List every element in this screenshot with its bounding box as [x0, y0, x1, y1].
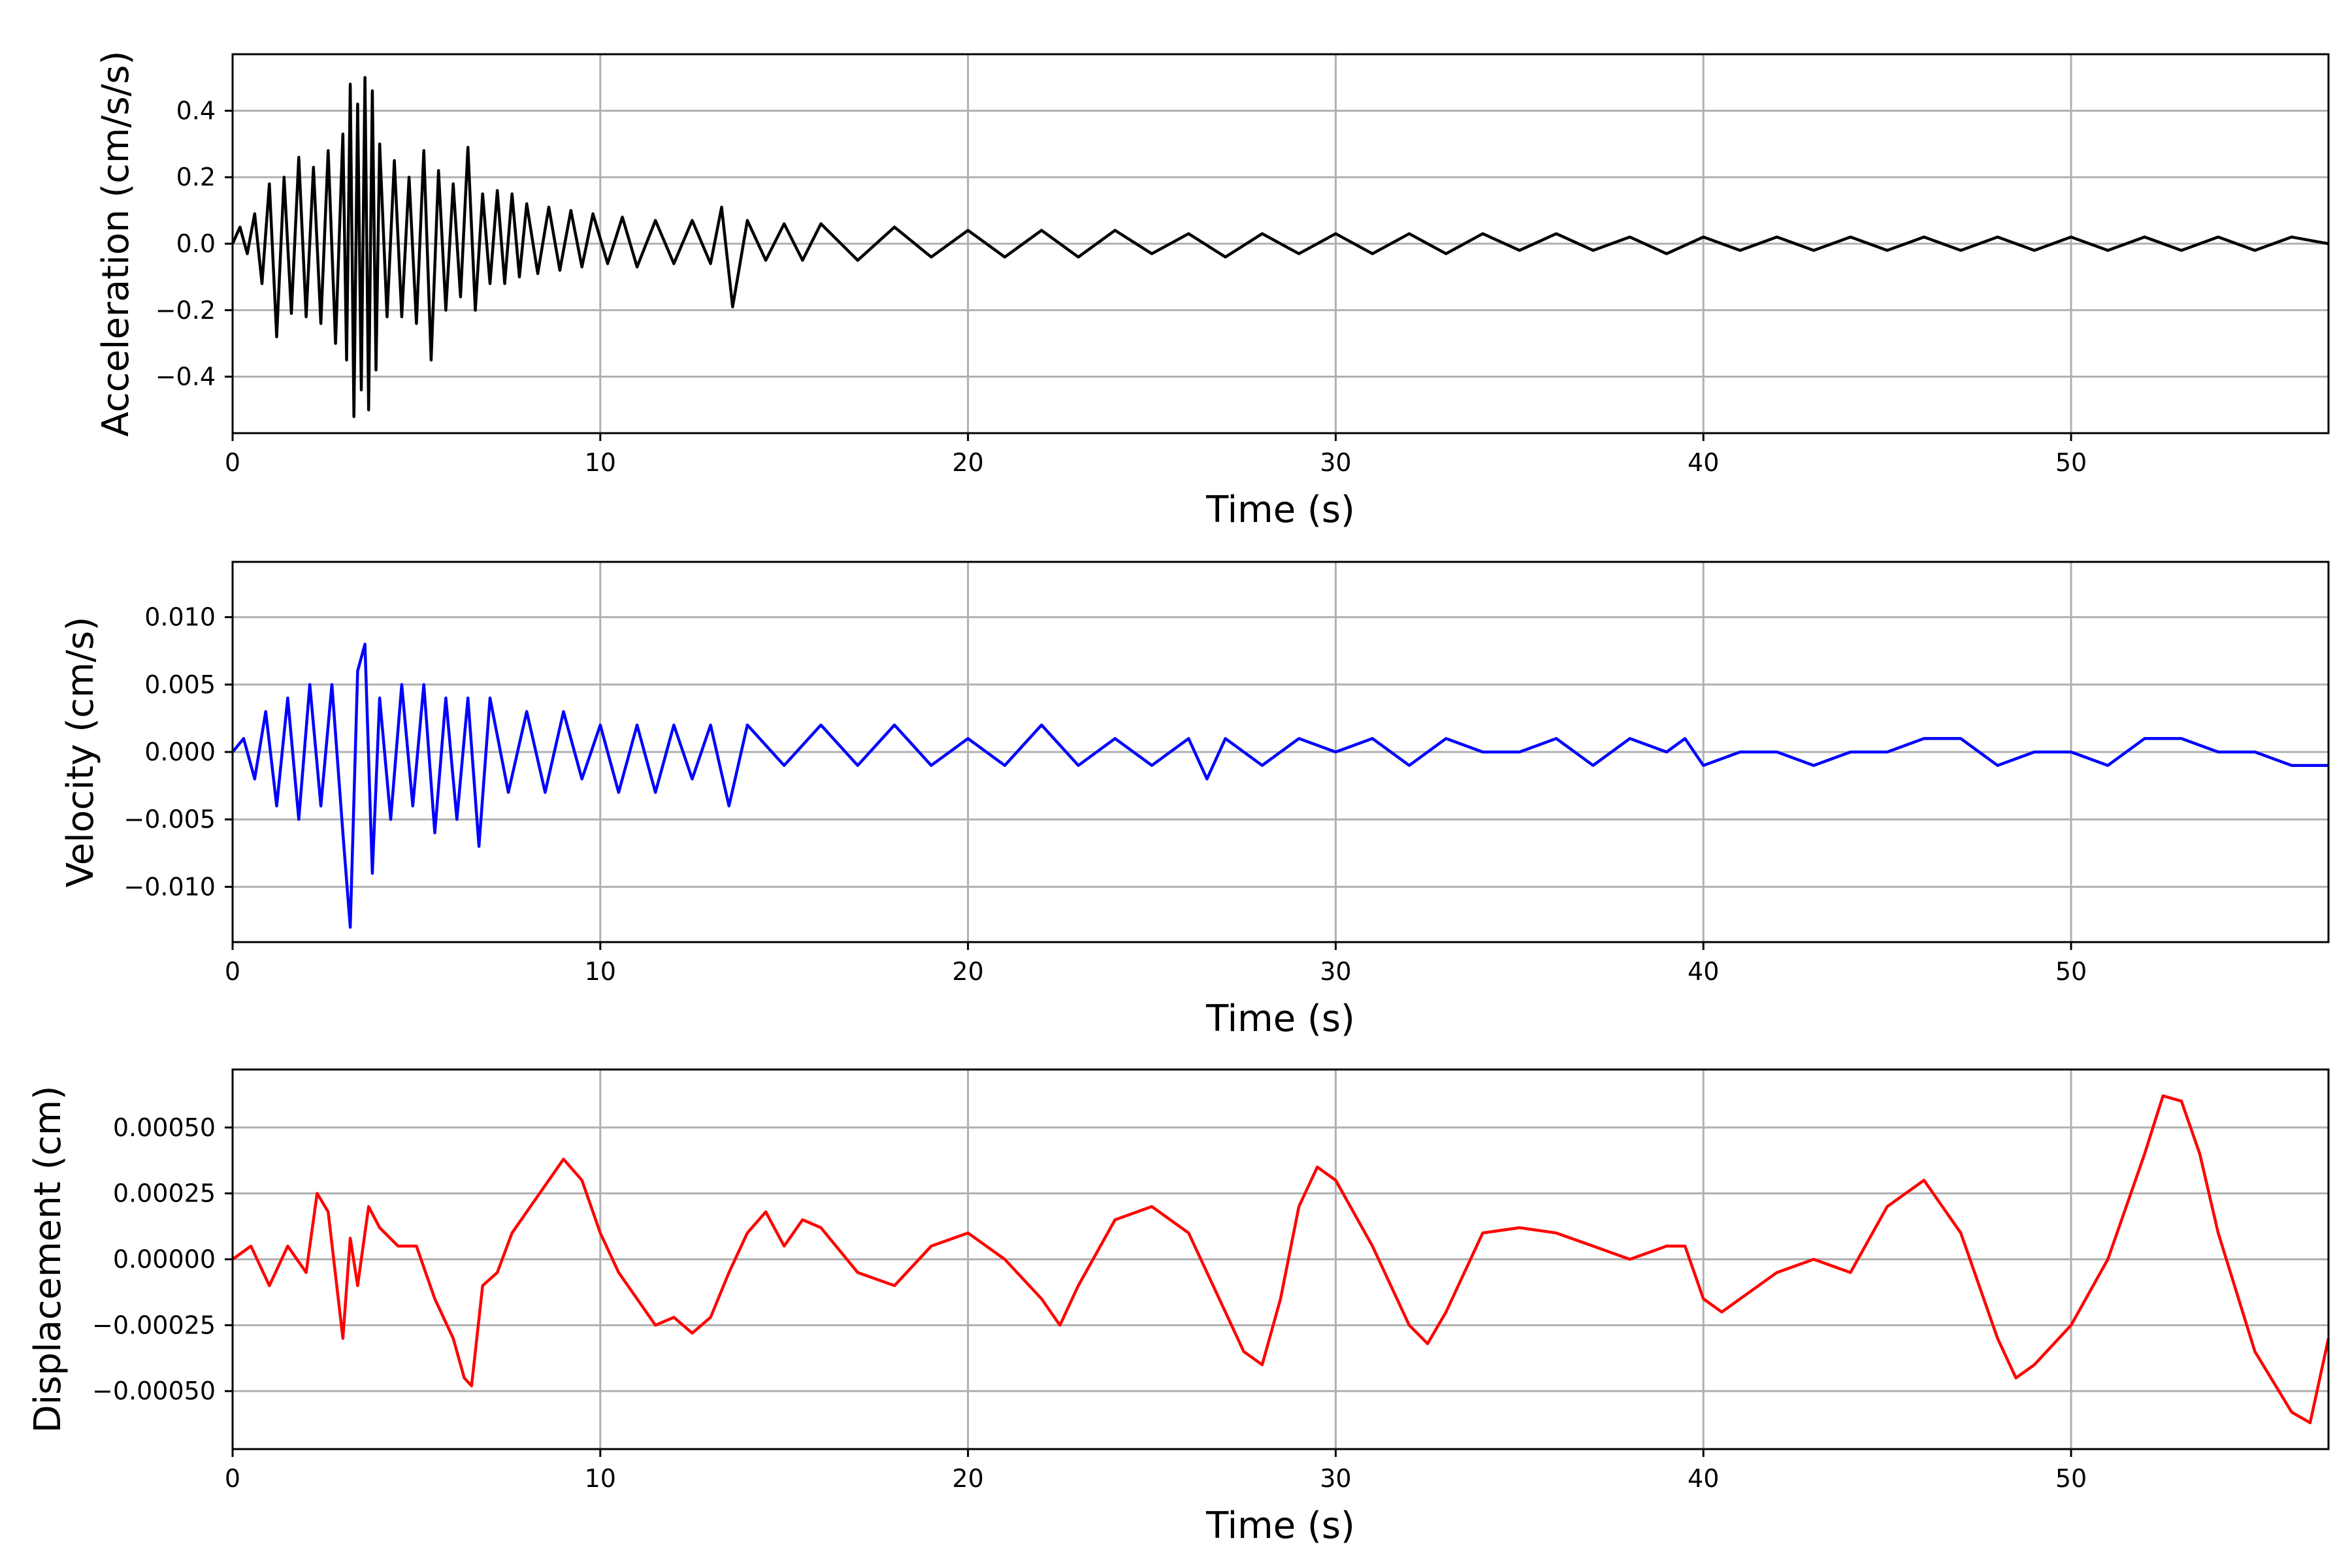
velocity-xtick-label: 40 [1688, 957, 1719, 986]
velocity-ytick-label: 0.000 [144, 738, 216, 766]
velocity-y-axis-title: Velocity (cm/s) [59, 617, 102, 888]
displacement-xtick-label: 50 [2055, 1464, 2087, 1493]
acceleration-ytick-label: −0.4 [155, 363, 216, 391]
velocity-xtick-label: 50 [2055, 957, 2087, 986]
velocity-panel: 0 10 20 30 40 50 −0.010 −0.005 0.000 0.005 0.010 Ti… [59, 561, 2330, 1040]
velocity-ytick-label: 0.005 [144, 670, 216, 699]
acceleration-xtick-label: 0 [225, 448, 240, 477]
acceleration-ytick-label: 0.2 [176, 163, 216, 191]
displacement-ytick-label: −0.00050 [92, 1377, 216, 1405]
acceleration-series-line [231, 76, 2329, 418]
displacement-xtick-label: 40 [1688, 1464, 1719, 1493]
acceleration-panel: 0 10 20 30 40 50 −0.4 −0.2 0.0 0.2 0.4 Time (s) Acce… [95, 51, 2330, 531]
velocity-ytick-label: 0.010 [144, 603, 216, 632]
displacement-xtick-label: 10 [585, 1464, 616, 1493]
displacement-x-axis-title: Time (s) [1205, 1505, 1355, 1547]
velocity-xtick-label: 20 [952, 957, 983, 986]
velocity-ytick-label: −0.010 [123, 872, 216, 901]
acceleration-xtick-label: 20 [952, 448, 983, 477]
acceleration-xtick-label: 50 [2055, 448, 2087, 477]
velocity-xtick-label: 10 [585, 957, 616, 986]
acceleration-ytick-label: 0.4 [176, 96, 216, 125]
acceleration-xtick-label: 40 [1688, 448, 1719, 477]
displacement-series-line [231, 1094, 2330, 1424]
displacement-ytick-label: −0.00025 [92, 1311, 216, 1339]
acceleration-xtick-label: 10 [585, 448, 616, 477]
acceleration-x-axis-title: Time (s) [1205, 489, 1355, 531]
velocity-series-line [231, 642, 2328, 929]
displacement-xtick-label: 30 [1320, 1464, 1351, 1493]
displacement-xtick-label: 0 [225, 1464, 240, 1493]
displacement-ytick-label: 0.00025 [113, 1179, 216, 1208]
acceleration-ytick-label: 0.0 [176, 229, 216, 258]
displacement-ytick-label: 0.00000 [113, 1245, 216, 1274]
displacement-y-axis-title: Displacement (cm) [27, 1086, 69, 1433]
acceleration-xtick-label: 30 [1320, 448, 1351, 477]
displacement-ytick-label: 0.00050 [113, 1113, 216, 1142]
velocity-xtick-label: 0 [225, 957, 240, 986]
displacement-xtick-label: 20 [952, 1464, 983, 1493]
acceleration-ytick-label: −0.2 [155, 296, 216, 325]
velocity-xtick-label: 30 [1320, 957, 1351, 986]
velocity-ytick-label: −0.005 [123, 805, 216, 834]
displacement-panel: 0 10 20 30 40 50 −0.00050 −0.00025 0.00000 0.0002… [27, 1068, 2330, 1547]
velocity-x-axis-title: Time (s) [1205, 998, 1355, 1040]
acceleration-y-axis-title: Acceleration (cm/s/s) [95, 51, 137, 437]
